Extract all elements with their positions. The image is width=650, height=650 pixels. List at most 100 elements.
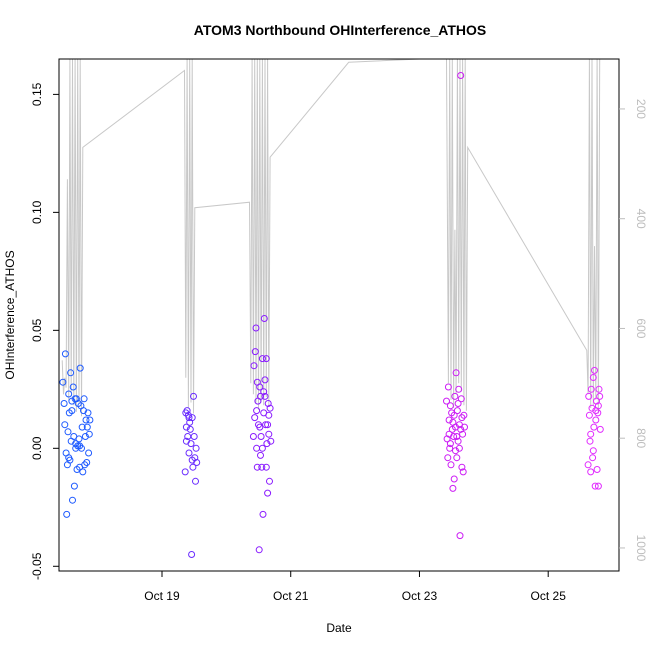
data-point — [257, 433, 265, 440]
chart-title: ATOM3 Northbound OHInterference_ATHOS — [194, 22, 486, 38]
data-point — [261, 392, 269, 400]
data-point — [452, 369, 460, 377]
data-point — [589, 374, 597, 381]
data-point — [447, 461, 455, 469]
y2-tick-label: 1000 — [634, 535, 648, 562]
data-point — [455, 444, 463, 452]
data-point — [190, 392, 197, 400]
data-point — [587, 468, 595, 476]
data-point — [590, 423, 598, 431]
data-point — [445, 416, 453, 424]
x-axis: Oct 19 Oct 21 Oct 23 Oct 25 — [144, 571, 566, 603]
data-point — [253, 378, 261, 386]
data-point — [592, 416, 600, 424]
data-point — [76, 364, 84, 372]
data-point — [458, 414, 466, 422]
data-point — [69, 496, 76, 504]
data-point — [80, 395, 88, 403]
data-point — [453, 407, 461, 415]
data-point — [187, 440, 195, 448]
y2-tick-label: 200 — [634, 99, 648, 119]
data-point — [457, 425, 465, 433]
y-tick-label: -0.05 — [30, 552, 44, 580]
data-point — [258, 463, 266, 471]
data-point — [446, 440, 454, 448]
data-point — [182, 423, 190, 431]
data-point — [450, 475, 458, 483]
data-point — [451, 392, 459, 400]
data-point — [456, 532, 464, 540]
secondary-line-layer — [61, 58, 601, 417]
data-point — [68, 407, 76, 415]
data-point — [59, 378, 67, 386]
data-point — [265, 411, 273, 419]
data-point — [82, 416, 90, 424]
data-point — [593, 466, 601, 473]
data-point — [587, 385, 595, 393]
data-point — [61, 350, 69, 358]
data-point — [61, 421, 69, 429]
data-point — [65, 390, 73, 398]
data-point — [185, 414, 193, 422]
data-point — [253, 463, 261, 471]
y2-tick-label: 400 — [634, 209, 648, 229]
y-tick-label: 0.10 — [30, 200, 44, 224]
data-point — [86, 416, 94, 424]
data-point — [444, 383, 452, 391]
data-point — [76, 442, 84, 450]
y-axis-title: OHInterference_ATHOS — [3, 250, 17, 379]
data-point — [256, 423, 264, 431]
data-point — [83, 459, 91, 466]
data-point — [72, 395, 80, 403]
data-point — [460, 411, 468, 419]
data-point — [591, 366, 598, 374]
data-point — [458, 463, 466, 471]
data-point — [83, 423, 91, 431]
data-point — [594, 402, 602, 410]
data-point — [252, 324, 260, 332]
data-point — [264, 489, 272, 497]
data-point — [265, 430, 273, 438]
data-point — [595, 385, 603, 393]
data-point — [593, 397, 600, 405]
data-point — [586, 437, 594, 445]
y2-tick-label: 600 — [634, 318, 648, 338]
data-point — [454, 437, 462, 445]
data-point — [63, 510, 71, 518]
data-point — [249, 433, 257, 440]
data-point — [266, 404, 274, 412]
data-point — [587, 430, 595, 438]
data-point — [251, 348, 259, 356]
data-point — [188, 551, 196, 558]
data-point — [85, 449, 93, 457]
data-point — [455, 385, 463, 393]
data-point — [596, 425, 604, 433]
y-axis: -0.05 0.00 0.05 0.10 0.15 — [30, 82, 59, 580]
x-axis-title: Date — [326, 621, 352, 635]
data-point — [259, 510, 267, 518]
data-point — [454, 400, 462, 407]
data-point — [188, 414, 196, 422]
data-point — [258, 444, 266, 452]
y-tick-label: 0.05 — [30, 318, 44, 342]
data-point — [262, 421, 270, 429]
data-point — [457, 395, 465, 403]
data-point — [450, 411, 458, 419]
data-point — [81, 461, 89, 469]
x-tick-label: Oct 23 — [402, 589, 438, 603]
data-point — [449, 418, 457, 426]
data-point — [260, 388, 268, 396]
data-point — [461, 423, 468, 431]
data-point — [585, 411, 593, 419]
data-point — [188, 456, 196, 464]
data-point — [257, 451, 264, 459]
data-point — [264, 400, 272, 407]
data-point — [596, 392, 604, 400]
data-point — [75, 435, 83, 443]
data-point — [192, 477, 199, 485]
plot-frame — [58, 58, 620, 572]
data-point — [189, 463, 197, 471]
data-point — [250, 362, 258, 370]
data-point — [70, 482, 78, 490]
